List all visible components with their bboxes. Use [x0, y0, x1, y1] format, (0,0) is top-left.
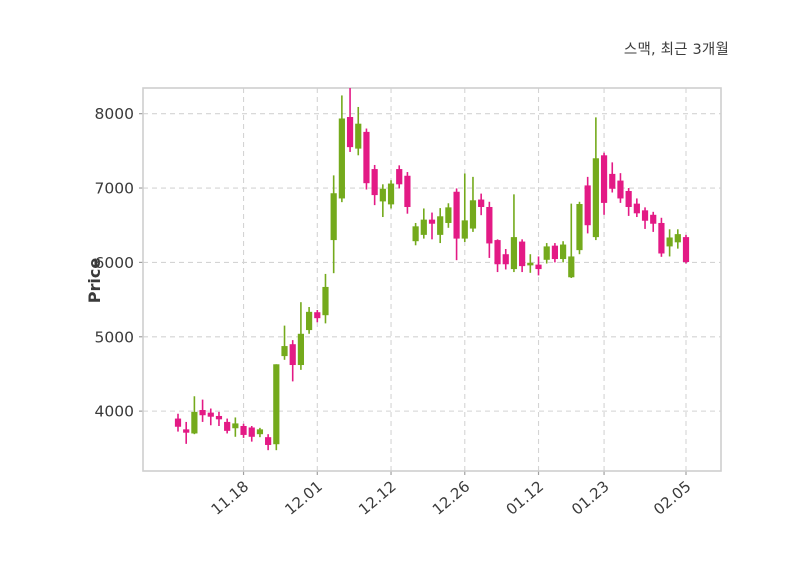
candle-body-down [289, 344, 296, 366]
candle-body-down [478, 199, 485, 207]
candle-body-up [297, 333, 305, 366]
candle-body-up [437, 216, 444, 235]
candle-body-down [535, 264, 542, 270]
candle-body-up [338, 118, 345, 199]
x-tick-label: 12.26 [429, 477, 473, 518]
candle-body-up [305, 311, 313, 331]
candle-body-up [330, 193, 337, 241]
candle-body-up [510, 237, 518, 270]
y-tick-label: 5000 [95, 328, 134, 346]
x-tick-label: 12.01 [281, 477, 325, 518]
candle-body-down [314, 312, 321, 319]
y-tick-label: 6000 [95, 254, 134, 272]
candle-body-down [215, 415, 223, 420]
candle-body-down [584, 185, 591, 226]
candle-body-up [674, 234, 681, 243]
candle-body-down [174, 418, 182, 427]
candle-body-up [559, 244, 567, 260]
candle-body-down [428, 219, 436, 224]
x-tick-label: 11.18 [208, 477, 252, 518]
x-tick-label: 01.23 [568, 477, 612, 518]
chart-title: 스맥, 최근 3개월 [623, 42, 729, 58]
candle-body-down [396, 169, 403, 185]
x-tick-label: 12.12 [355, 477, 399, 518]
candle-body-up [576, 204, 583, 251]
candle-body-up [445, 207, 452, 223]
candle-body-down [600, 155, 608, 203]
candle-body-down [207, 412, 214, 417]
candle-body-down [248, 427, 255, 437]
candle-body-up [592, 158, 599, 238]
candle-body-up [191, 411, 198, 434]
candle-body-up [355, 123, 362, 149]
candle-body-down [625, 191, 632, 207]
x-tick-label: 01.12 [503, 477, 547, 518]
candle-body-down [617, 180, 624, 199]
candle-body-up [322, 286, 329, 316]
candle-body-up [543, 246, 550, 260]
candle-body-down [486, 206, 493, 244]
x-tick-label: 02.05 [650, 477, 694, 518]
candle-body-down [453, 191, 460, 239]
candle-body-down [494, 240, 501, 265]
plot-border [142, 87, 722, 472]
candle-body-down [650, 214, 657, 224]
candle-body-up [527, 262, 534, 266]
candle-body-up [420, 219, 427, 235]
candle-body-down [199, 410, 206, 416]
candle-body-down [682, 237, 690, 263]
y-tick-label: 8000 [95, 105, 134, 123]
candle-body-down [371, 169, 378, 196]
candle-body-up [666, 237, 673, 247]
candle-body-down [519, 241, 526, 267]
candle-body-up [469, 200, 477, 229]
candle-body-up [281, 346, 288, 357]
candle-body-down [183, 429, 190, 433]
candle-body-up [412, 226, 419, 242]
candle-body-down [641, 210, 649, 221]
candle-body-up [568, 256, 575, 278]
candle-body-down [502, 254, 509, 265]
candle-body-down [265, 437, 272, 445]
candle-body-up [232, 423, 239, 429]
candle-body-down [363, 131, 370, 184]
candle-body-up [387, 183, 395, 205]
candle-body-down [633, 203, 640, 214]
candle-body-down [346, 117, 354, 148]
candle-body-down [240, 426, 247, 435]
candle-body-down [224, 421, 231, 431]
y-tick-label: 4000 [95, 403, 134, 421]
candle-body-down [551, 245, 559, 260]
candle-body-up [461, 220, 468, 239]
candle-body-up [256, 429, 264, 435]
candle-body-down [404, 175, 411, 207]
y-tick-label: 7000 [95, 180, 134, 198]
candle-body-down [658, 222, 665, 254]
candle-body-down [609, 173, 616, 189]
candle-body-up [379, 188, 386, 202]
candle-body-up [273, 364, 280, 445]
